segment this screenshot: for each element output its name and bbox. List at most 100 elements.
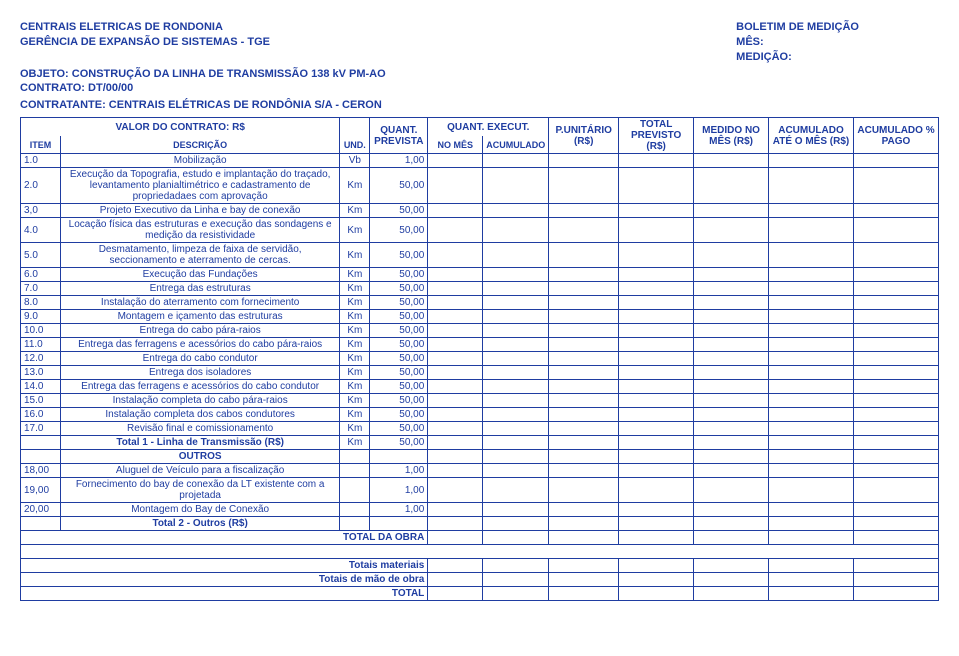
cell: 15.0 <box>21 394 61 408</box>
cell <box>619 218 694 243</box>
cell <box>428 218 483 243</box>
cell <box>619 408 694 422</box>
table-row: 10.0Entrega do cabo pára-raiosKm50,00 <box>21 324 939 338</box>
table-row: 8.0Instalação do aterramento com forneci… <box>21 296 939 310</box>
cell <box>694 478 769 503</box>
cell <box>769 587 854 601</box>
footer-row: Totais materiais <box>21 559 939 573</box>
cell <box>769 352 854 366</box>
cell <box>853 464 938 478</box>
cell <box>549 422 619 436</box>
cell: Km <box>340 338 370 352</box>
dept-name: GERÊNCIA DE EXPANSÃO DE SISTEMAS - TGE <box>20 35 270 50</box>
cell <box>619 154 694 168</box>
cell <box>549 218 619 243</box>
table-row: 6.0Execução das FundaçõesKm50,00 <box>21 268 939 282</box>
cell-desc: Montagem do Bay de Conexão <box>60 503 339 517</box>
col-und-blank <box>340 118 370 137</box>
cell <box>694 559 769 573</box>
table-row: 18,00Aluguel de Veículo para a fiscaliza… <box>21 464 939 478</box>
cell <box>619 450 694 464</box>
cell <box>619 559 694 573</box>
cell-desc: Execução da Topografia, estudo e implant… <box>60 168 339 204</box>
medicao-label: MEDIÇÃO: <box>736 50 859 65</box>
cell <box>483 268 549 282</box>
table-row: Total 1 - Linha de Transmissão (R$)Km50,… <box>21 436 939 450</box>
cell-desc: Instalação do aterramento com fornecimen… <box>60 296 339 310</box>
cell: Km <box>340 436 370 450</box>
cell <box>853 587 938 601</box>
cell-desc: Total 1 - Linha de Transmissão (R$) <box>60 436 339 450</box>
cell <box>483 218 549 243</box>
cell <box>769 464 854 478</box>
cell <box>853 478 938 503</box>
cell <box>21 517 61 531</box>
boletim-label: BOLETIM DE MEDIÇÃO <box>736 20 859 35</box>
cell <box>769 422 854 436</box>
cell: 18,00 <box>21 464 61 478</box>
cell <box>483 154 549 168</box>
cell <box>483 204 549 218</box>
cell: 6.0 <box>21 268 61 282</box>
cell: 50,00 <box>370 408 428 422</box>
cell <box>769 408 854 422</box>
cell <box>619 478 694 503</box>
cell <box>340 517 370 531</box>
table-row: 12.0Entrega do cabo condutorKm50,00 <box>21 352 939 366</box>
cell <box>549 408 619 422</box>
cell <box>428 380 483 394</box>
cell-desc: Mobilização <box>60 154 339 168</box>
cell <box>428 394 483 408</box>
cell <box>549 517 619 531</box>
cell: 5.0 <box>21 243 61 268</box>
cell: 50,00 <box>370 310 428 324</box>
cell: 50,00 <box>370 243 428 268</box>
cell: 50,00 <box>370 282 428 296</box>
cell <box>483 296 549 310</box>
objeto-line: OBJETO: CONSTRUÇÃO DA LINHA DE TRANSMISS… <box>20 67 939 82</box>
cell <box>549 503 619 517</box>
table-row: 1.0MobilizaçãoVb1,00 <box>21 154 939 168</box>
cell <box>428 531 483 545</box>
cell: 50,00 <box>370 204 428 218</box>
cell <box>549 531 619 545</box>
table-row: Total 2 - Outros (R$) <box>21 517 939 531</box>
cell <box>549 268 619 282</box>
cell <box>853 503 938 517</box>
cell <box>619 338 694 352</box>
cell <box>694 352 769 366</box>
cell: 50,00 <box>370 436 428 450</box>
cell <box>428 587 483 601</box>
cell: 13.0 <box>21 366 61 380</box>
cell: 4.0 <box>21 218 61 243</box>
cell <box>694 517 769 531</box>
cell: 1,00 <box>370 503 428 517</box>
cell <box>428 324 483 338</box>
cell-desc: Entrega do cabo condutor <box>60 352 339 366</box>
cell <box>694 587 769 601</box>
cell <box>769 436 854 450</box>
cell <box>619 296 694 310</box>
cell: Km <box>340 352 370 366</box>
cell: Km <box>340 324 370 338</box>
cell <box>853 573 938 587</box>
cell-desc: Locação física das estruturas e execução… <box>60 218 339 243</box>
cell <box>549 338 619 352</box>
table-row: 15.0Instalação completa do cabo pára-rai… <box>21 394 939 408</box>
cell: 2.0 <box>21 168 61 204</box>
cell-desc: Desmatamento, limpeza de faixa de servid… <box>60 243 339 268</box>
cell-desc: Instalação completa dos cabos condutores <box>60 408 339 422</box>
header-left: CENTRAIS ELETRICAS DE RONDONIA GERÊNCIA … <box>20 20 270 65</box>
table-row: 5.0Desmatamento, limpeza de faixa de ser… <box>21 243 939 268</box>
cell <box>769 503 854 517</box>
cell <box>428 204 483 218</box>
col-acumulado: ACUMULADO <box>483 136 549 153</box>
cell: 50,00 <box>370 324 428 338</box>
cell <box>769 268 854 282</box>
cell <box>428 366 483 380</box>
cell: 50,00 <box>370 352 428 366</box>
cell: Km <box>340 394 370 408</box>
cell <box>483 380 549 394</box>
cell <box>340 503 370 517</box>
cell: 7.0 <box>21 282 61 296</box>
